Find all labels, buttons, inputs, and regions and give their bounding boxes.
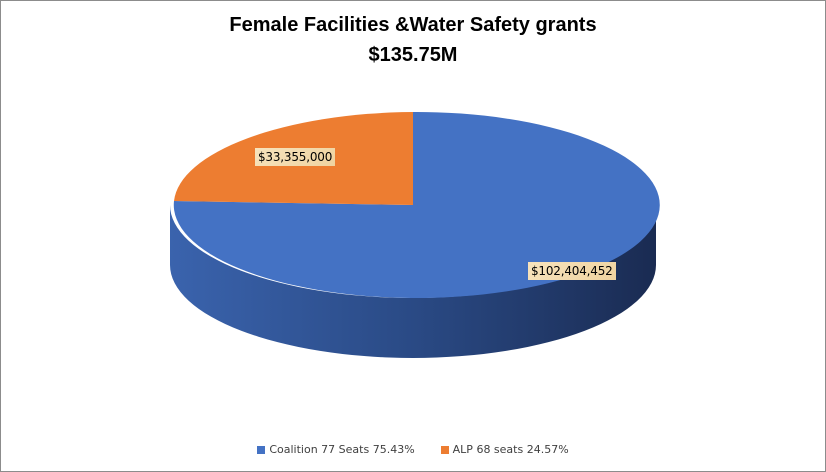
legend-item-coalition[interactable]: Coalition 77 Seats 75.43% bbox=[257, 443, 415, 456]
legend-swatch-coalition bbox=[257, 445, 266, 454]
pie-side-coalition bbox=[170, 205, 656, 358]
legend-label-coalition: Coalition 77 Seats 75.43% bbox=[269, 443, 415, 456]
data-label-alp: $33,355,000 bbox=[255, 148, 336, 166]
legend-item-alp[interactable]: ALP 68 seats 24.57% bbox=[440, 443, 569, 456]
legend-swatch-alp bbox=[440, 445, 449, 454]
legend: Coalition 77 Seats 75.43% ALP 68 seats 2… bbox=[0, 443, 826, 456]
chart-subtitle: $135.75M bbox=[368, 44, 458, 66]
chart-title: Female Facilities &Water Safety grants bbox=[229, 14, 597, 36]
legend-label-alp: ALP 68 seats 24.57% bbox=[452, 443, 569, 456]
pie-slice-coalition[interactable] bbox=[173, 111, 660, 298]
data-label-coalition: $102,404,452 bbox=[528, 262, 616, 280]
